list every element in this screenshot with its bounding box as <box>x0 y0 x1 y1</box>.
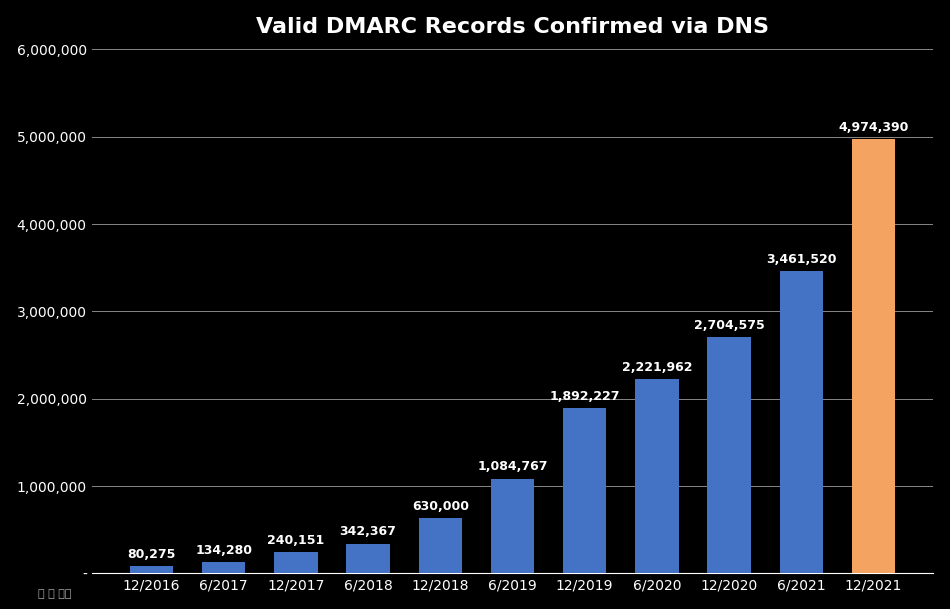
Text: 80,275: 80,275 <box>127 548 176 561</box>
Text: 1,892,227: 1,892,227 <box>549 390 620 403</box>
Bar <box>708 337 750 574</box>
Text: 4,974,390: 4,974,390 <box>838 121 908 134</box>
Title: Valid DMARC Records Confirmed via DNS: Valid DMARC Records Confirmed via DNS <box>256 16 769 37</box>
Text: 342,367: 342,367 <box>340 526 396 538</box>
Text: 1,084,767: 1,084,767 <box>477 460 548 473</box>
Text: Ⓒ Ⓘ ⓈⒶ: Ⓒ Ⓘ ⓈⒶ <box>38 589 71 599</box>
Text: 2,221,962: 2,221,962 <box>621 361 693 374</box>
Text: 630,000: 630,000 <box>411 500 468 513</box>
Bar <box>780 271 823 574</box>
Text: 134,280: 134,280 <box>196 543 253 557</box>
Bar <box>563 408 606 574</box>
Text: 240,151: 240,151 <box>267 534 325 547</box>
Bar <box>275 552 317 574</box>
Bar <box>347 544 390 574</box>
Bar <box>852 139 895 574</box>
Bar <box>202 561 245 574</box>
Bar <box>636 379 678 574</box>
Bar <box>491 479 534 574</box>
Text: 3,461,520: 3,461,520 <box>766 253 837 266</box>
Bar <box>419 518 462 574</box>
Bar <box>130 566 173 574</box>
Text: 2,704,575: 2,704,575 <box>694 319 765 332</box>
